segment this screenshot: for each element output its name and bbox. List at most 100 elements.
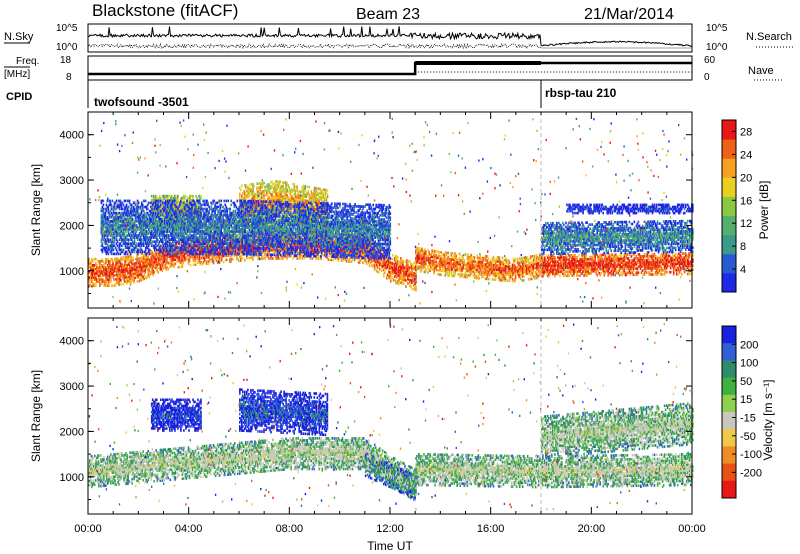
power-cell: [423, 266, 425, 269]
power-cell: [679, 260, 682, 264]
power-cell: [110, 272, 112, 275]
power-cell: [518, 265, 521, 269]
power-cell: [105, 270, 107, 273]
power-cell: [338, 253, 341, 256]
power-cell: [546, 262, 548, 266]
power-cell: [313, 242, 316, 246]
power-cell: [345, 260, 348, 263]
power-cell: [652, 265, 655, 268]
power-cell: [163, 200, 165, 204]
power-cell: [559, 270, 561, 274]
power-cell: [566, 270, 568, 273]
power-cell: [404, 272, 406, 276]
power-cell: [261, 251, 263, 254]
power-cell: [603, 259, 605, 263]
power-cell: [186, 248, 189, 251]
power-cell: [246, 246, 248, 250]
power-cell: [470, 253, 473, 257]
power-cell: [337, 255, 340, 258]
power-cell: [156, 251, 159, 254]
power-cell: [429, 269, 431, 273]
power-cell: [557, 264, 559, 267]
power-cell: [648, 265, 651, 268]
power-cell: [511, 277, 514, 281]
power-cell: [109, 264, 111, 267]
power-cell: [619, 255, 622, 258]
power-cell: [441, 261, 443, 264]
power-cell: [351, 258, 354, 262]
power-cell: [498, 262, 501, 265]
power-cell: [421, 253, 423, 257]
power-cell: [547, 270, 549, 274]
power-cell: [447, 257, 449, 261]
power-cell: [344, 257, 347, 261]
power-cell: [222, 260, 225, 264]
nsearch-tick-low: 10^0: [706, 42, 728, 53]
power-cell: [113, 266, 115, 269]
power-cell: [197, 253, 200, 256]
power-cell: [107, 270, 109, 273]
power-cell: [681, 258, 684, 262]
power-cell: [496, 260, 499, 263]
power-cell: [404, 278, 406, 282]
power-cell: [447, 261, 449, 265]
power-cell: [501, 279, 504, 282]
power-cell: [566, 264, 568, 267]
power-cell: [445, 259, 447, 263]
power-cell: [401, 281, 403, 285]
power-cell: [151, 205, 154, 208]
power-cell: [592, 263, 594, 267]
power-cell: [544, 256, 546, 260]
power-cell: [500, 268, 503, 272]
power-cell: [547, 262, 549, 266]
power-cell: [661, 273, 664, 276]
power-cell: [428, 259, 430, 262]
power-cell: [111, 272, 113, 275]
power-cell: [473, 276, 476, 280]
power-cell: [523, 268, 526, 272]
power-cell: [639, 267, 642, 270]
power-cell: [420, 255, 422, 259]
power-cell: [581, 266, 583, 269]
power-cell: [161, 205, 163, 208]
power-cell: [488, 271, 491, 275]
power-cell: [125, 255, 127, 259]
power-cell: [118, 273, 120, 276]
power-cell: [516, 261, 519, 265]
power-cell: [407, 282, 409, 285]
power-cell: [123, 256, 125, 259]
power-cell: [270, 257, 272, 260]
power-cell: [365, 250, 368, 253]
power-cell: [643, 252, 646, 256]
power-cell: [593, 253, 595, 257]
power-cell: [442, 267, 444, 271]
power-cell: [163, 264, 166, 267]
power-cell: [565, 256, 567, 259]
power-cell: [687, 272, 689, 276]
power-cell: [550, 268, 552, 272]
power-cell: [389, 262, 391, 266]
power-cell: [398, 278, 400, 282]
power-cell: [199, 240, 202, 244]
beam-title: Beam 23: [356, 6, 420, 23]
power-cell: [121, 274, 123, 278]
power-cell: [395, 273, 397, 277]
power-cell: [148, 269, 150, 272]
power-cell: [612, 263, 615, 267]
power-cell: [654, 254, 657, 258]
power-cell: [532, 275, 535, 278]
power-cell: [580, 260, 582, 263]
power-cell: [93, 270, 95, 273]
power-cell: [454, 262, 456, 266]
power-cell: [478, 262, 481, 266]
power-cell: [439, 259, 441, 262]
power-cell: [596, 253, 598, 257]
power-cell: [410, 262, 412, 266]
power-cell: [156, 267, 159, 271]
power-cell: [625, 261, 628, 264]
power-cell: [655, 267, 658, 270]
power-cell: [643, 261, 646, 264]
power-cell: [522, 260, 525, 264]
power-cell: [647, 261, 650, 264]
power-cell: [159, 213, 161, 216]
